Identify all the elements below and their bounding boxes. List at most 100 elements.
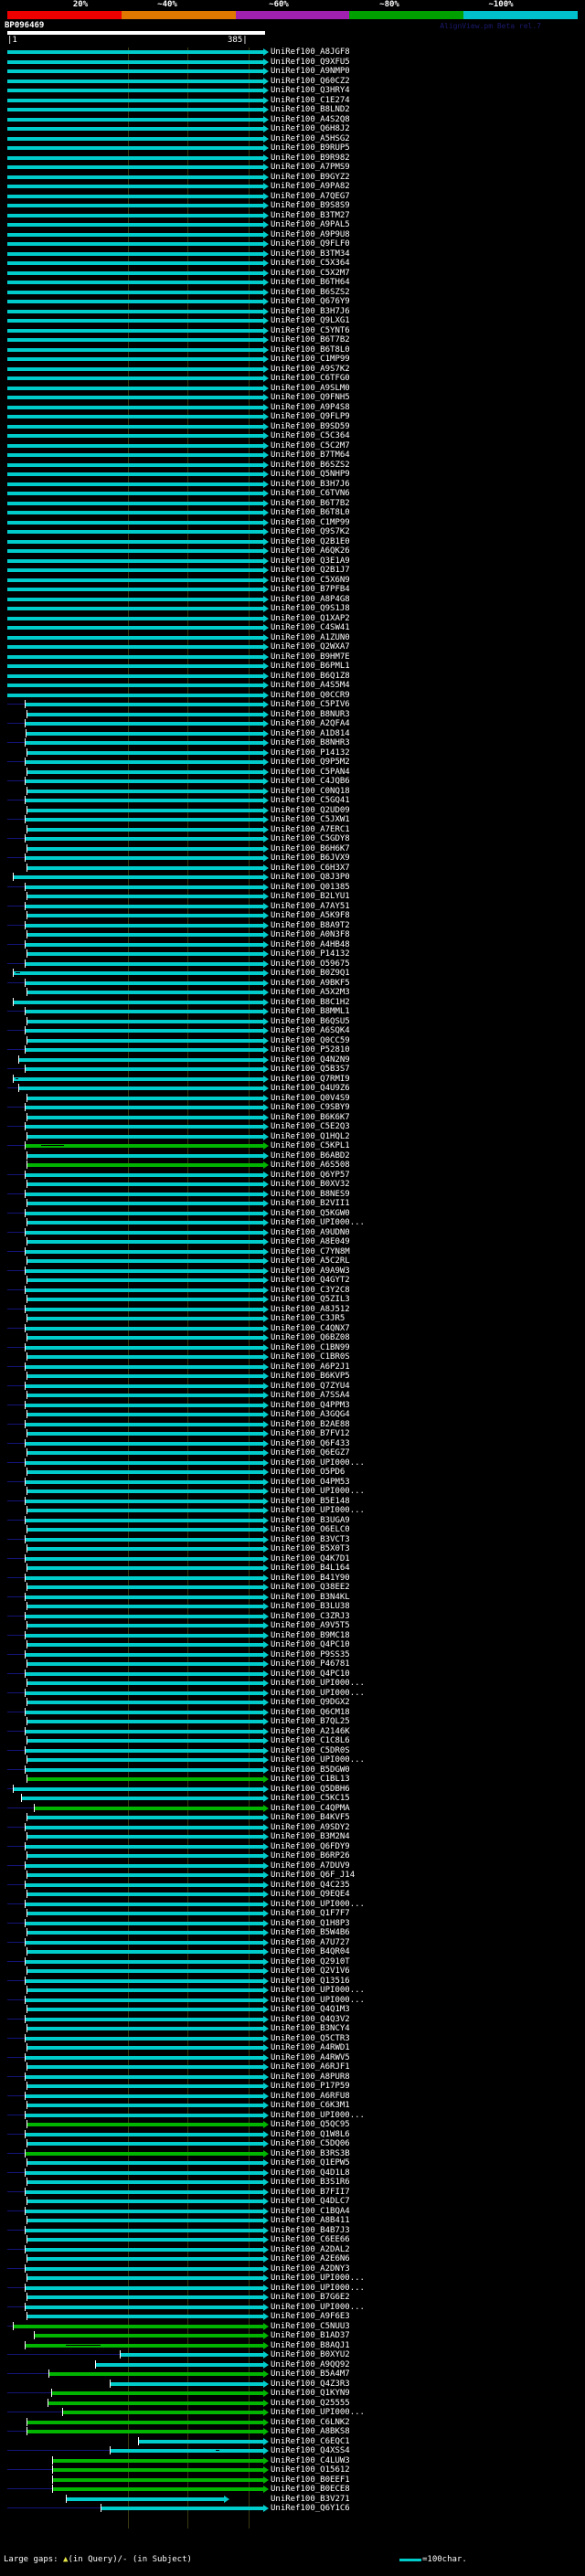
alignment-row[interactable]: UniRef100_C1BN99 (0, 1342, 585, 1352)
alignment-row[interactable]: UniRef100_Q6FDY9 (0, 1841, 585, 1851)
alignment-row[interactable]: UniRef100_B0XV32 (0, 1180, 585, 1189)
hsp-bar[interactable] (7, 165, 263, 169)
alignment-row[interactable]: UniRef100_Q5ZIL3 (0, 1295, 585, 1304)
hit-label[interactable]: UniRef100_A6RFU8 (271, 2091, 350, 2101)
hit-label[interactable]: UniRef100_A4RWD1 (271, 2043, 350, 2052)
hsp-bar[interactable] (7, 59, 263, 64)
hsp-bar[interactable] (25, 1537, 263, 1542)
hit-label[interactable]: UniRef100_B2AE88 (271, 1419, 350, 1429)
hsp-bar[interactable] (25, 2228, 263, 2232)
hit-label[interactable]: UniRef100_Q5QC95 (271, 2120, 350, 2129)
alignment-row[interactable]: UniRef100_Q2UD09 (0, 805, 585, 815)
hsp-bar[interactable] (25, 1029, 263, 1033)
hit-label[interactable]: UniRef100_C6K3M1 (271, 2101, 350, 2110)
hit-label[interactable]: UniRef100_Q2B1J7 (271, 566, 350, 575)
hit-label[interactable]: UniRef100_B0ECE8 (271, 2485, 350, 2494)
alignment-row[interactable]: UniRef100_Q1W8L6 (0, 2129, 585, 2139)
alignment-row[interactable]: UniRef100_Q2910T (0, 1956, 585, 1966)
hit-label[interactable]: UniRef100_UPI000... (271, 2408, 365, 2417)
hit-label[interactable]: UniRef100_B9SD59 (271, 421, 350, 431)
hsp-bar[interactable] (7, 386, 263, 390)
alignment-row[interactable]: UniRef100_C1MP99 (0, 355, 585, 364)
hsp-bar[interactable] (25, 1729, 263, 1733)
hsp-bar[interactable] (7, 415, 263, 419)
hsp-bar[interactable] (7, 50, 263, 54)
alignment-row[interactable]: UniRef100_Q9FLP9 (0, 412, 585, 421)
hsp-bar[interactable] (27, 865, 263, 870)
hit-label[interactable]: UniRef100_A7SSA4 (271, 1391, 350, 1400)
hsp-bar[interactable] (25, 1144, 263, 1148)
hit-label[interactable]: UniRef100_A5X2M3 (271, 988, 350, 997)
alignment-row[interactable]: UniRef100_UPI000... (0, 2283, 585, 2293)
hsp-bar[interactable] (7, 136, 263, 141)
hsp-bar[interactable] (27, 914, 263, 917)
hsp-bar[interactable] (27, 1374, 263, 1378)
hsp-bar[interactable] (25, 1383, 263, 1388)
hsp-bar[interactable] (27, 1816, 263, 1819)
hit-label[interactable]: UniRef100_B3H7J6 (271, 306, 350, 316)
hit-label[interactable]: UniRef100_UPI000... (271, 2283, 365, 2293)
hit-label[interactable]: UniRef100_A7DUV9 (271, 1860, 350, 1871)
alignment-row[interactable]: UniRef100_A9P9U8 (0, 230, 585, 239)
alignment-row[interactable]: UniRef100_Q9FNH5 (0, 393, 585, 402)
hit-label[interactable]: UniRef100_Q6FDY9 (271, 1841, 350, 1851)
hit-label[interactable]: UniRef100_C5X6N9 (271, 575, 350, 585)
hsp-bar[interactable] (27, 1892, 263, 1896)
alignment-row[interactable]: UniRef100_Q4PC10 (0, 1669, 585, 1679)
alignment-row[interactable]: UniRef100_Q4Q3V2 (0, 2014, 585, 2024)
hsp-bar[interactable] (27, 1777, 263, 1781)
alignment-row[interactable]: UniRef100_Q5NHP9 (0, 470, 585, 479)
hit-label[interactable]: UniRef100_B8NES9 (271, 1189, 350, 1199)
alignment-row[interactable]: UniRef100_Q6CM18 (0, 1707, 585, 1717)
hsp-bar[interactable] (25, 1345, 263, 1350)
alignment-row[interactable]: UniRef100_A9PA82 (0, 182, 585, 191)
hit-label[interactable]: UniRef100_A9S7K2 (271, 364, 350, 374)
hit-label[interactable]: UniRef100_Q9FLP9 (271, 412, 350, 421)
hsp-bar[interactable] (27, 2008, 263, 2011)
alignment-row[interactable]: UniRef100_C7YN8M (0, 1246, 585, 1256)
alignment-row[interactable]: UniRef100_A8BKS8 (0, 2427, 585, 2436)
alignment-row[interactable]: UniRef100_UPI000... (0, 1688, 585, 1698)
hit-label[interactable]: UniRef100_A8E049 (271, 1237, 350, 1246)
hsp-bar[interactable] (27, 789, 263, 793)
hsp-bar[interactable] (34, 2334, 263, 2337)
hsp-bar[interactable] (27, 1019, 263, 1023)
hsp-bar[interactable] (13, 875, 263, 879)
hit-label[interactable]: UniRef100_A8JGF8 (271, 48, 350, 57)
hit-label[interactable]: UniRef100_B6ABD2 (271, 1150, 350, 1161)
alignment-row[interactable]: UniRef100_B8NES9 (0, 1189, 585, 1199)
hit-label[interactable]: UniRef100_C1BN99 (271, 1342, 350, 1352)
alignment-row[interactable]: UniRef100_B4B7J3 (0, 2225, 585, 2235)
alignment-row[interactable]: UniRef100_C4LUW3 (0, 2455, 585, 2465)
alignment-row[interactable]: UniRef100_A5X2M3 (0, 988, 585, 997)
hsp-bar[interactable] (7, 511, 263, 514)
hsp-bar[interactable] (27, 1470, 263, 1474)
alignment-row[interactable]: UniRef100_B6TH64 (0, 278, 585, 287)
hsp-bar[interactable] (27, 808, 263, 812)
hit-label[interactable]: UniRef100_B3N4KL (271, 1592, 350, 1602)
alignment-row[interactable]: UniRef100_O15612 (0, 2465, 585, 2475)
hit-label[interactable]: UniRef100_A9SDY2 (271, 1822, 350, 1832)
alignment-row[interactable]: UniRef100_B8NUR3 (0, 709, 585, 719)
alignment-row[interactable]: UniRef100_A5C2RL (0, 1256, 585, 1266)
alignment-row[interactable]: UniRef100_Q1F7F7 (0, 1909, 585, 1918)
alignment-row[interactable]: UniRef100_B8NHR3 (0, 738, 585, 747)
hit-label[interactable]: UniRef100_A1ZUN0 (271, 632, 350, 642)
hsp-bar[interactable] (13, 1000, 263, 1004)
hsp-bar[interactable] (25, 1518, 263, 1522)
hit-label[interactable]: UniRef100_P9SS35 (271, 1649, 350, 1659)
hsp-bar[interactable] (25, 2036, 263, 2041)
hsp-bar[interactable] (110, 2449, 263, 2453)
hsp-bar[interactable] (25, 1010, 263, 1013)
alignment-row[interactable]: UniRef100_B8C1H2 (0, 997, 585, 1007)
hit-label[interactable]: UniRef100_B6SZS2 (271, 460, 350, 470)
hsp-bar[interactable] (25, 1268, 263, 1273)
hit-label[interactable]: UniRef100_C5NUU3 (271, 2321, 350, 2331)
alignment-row[interactable]: UniRef100_B6QSU5 (0, 1016, 585, 1026)
hit-label[interactable]: UniRef100_A9NMP0 (271, 67, 350, 76)
hit-label[interactable]: UniRef100_P14132 (271, 747, 350, 758)
hsp-bar[interactable] (27, 1202, 263, 1205)
hsp-bar[interactable] (7, 501, 263, 505)
alignment-row[interactable]: UniRef100_B0ECE8 (0, 2485, 585, 2494)
alignment-row[interactable]: UniRef100_UPI000... (0, 1986, 585, 1995)
